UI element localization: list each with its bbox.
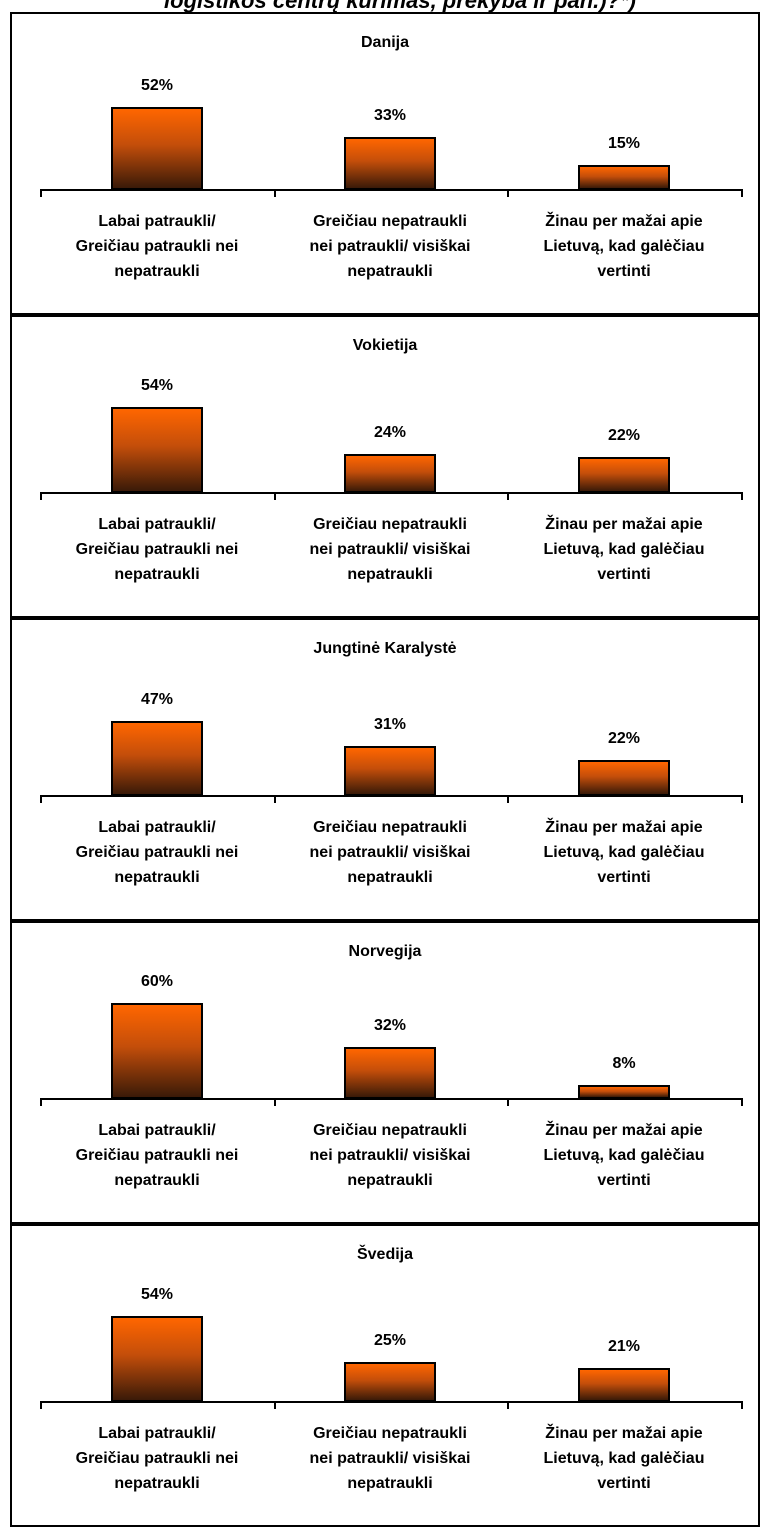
axis-tick [40,795,42,803]
x-axis [40,795,743,797]
value-label: 47% [140,690,174,708]
value-label: 15% [607,135,641,153]
bar [344,1047,436,1099]
x-axis [40,189,743,191]
axis-tick [274,1401,276,1409]
bar [344,454,436,493]
chart-title: Jungtinė Karalystė [313,640,457,657]
x-tick-label: Greičiau nepatraukli nei patraukli/ visi… [309,516,471,583]
bar [578,1367,670,1402]
x-tick-label: Labai patraukli/ Greičiau patraukli nei … [75,213,239,280]
value-label: 54% [140,376,174,394]
x-tick-label: Žinau per mažai apie Lietuvą, kad galėči… [543,1425,705,1492]
chart-panel: Jungtinė Karalystė Labai patraukli/ Greič… [10,618,760,921]
bar [344,746,436,796]
x-tick-label: Žinau per mažai apie Lietuvą, kad galėči… [543,516,705,583]
x-tick-label: Labai patraukli/ Greičiau patraukli nei … [75,516,239,583]
axis-tick [274,1098,276,1106]
x-tick-label: Labai patraukli/ Greičiau patraukli nei … [75,1425,239,1492]
value-label: 21% [607,1337,641,1355]
bar [344,136,436,190]
chart-panel: Norvegija Labai patraukli/ Greičiau patra… [10,921,760,1224]
x-tick-label: Labai patraukli/ Greičiau patraukli nei … [75,819,239,886]
axis-tick [507,1401,509,1409]
x-axis [40,1098,743,1100]
value-label: 60% [140,973,174,991]
value-label: 8% [612,1055,636,1073]
value-label: 33% [373,106,407,124]
x-axis [40,1401,743,1403]
bar [111,406,203,493]
axis-tick [40,1401,42,1409]
bar [111,1315,203,1402]
chart-title: Danija [360,34,409,51]
chart-title: Švedija [356,1246,414,1263]
value-label: 32% [373,1017,407,1035]
axis-tick [741,795,743,803]
x-tick-label: Greičiau nepatraukli nei patraukli/ visi… [309,1425,471,1492]
bar [578,457,670,493]
x-tick-label: Greičiau nepatraukli nei patraukli/ visi… [309,1122,471,1189]
axis-tick [507,492,509,500]
x-tick-label: Greičiau nepatraukli nei patraukli/ visi… [309,213,471,280]
axis-tick [507,1098,509,1106]
axis-tick [274,795,276,803]
value-label: 24% [373,424,407,442]
value-label: 22% [607,730,641,748]
bar [344,1361,436,1402]
chart-panel: Danija Labai patraukli/ Greičiau patraukl… [10,12,760,315]
bar [578,760,670,796]
axis-tick [274,492,276,500]
value-label: 52% [140,76,174,94]
chart-panel: Vokietija Labai patraukli/ Greičiau patra… [10,315,760,618]
x-axis [40,492,743,494]
bar [111,1003,203,1099]
bar [578,165,670,190]
axis-tick [741,492,743,500]
bar [111,720,203,796]
bar [578,1085,670,1099]
x-tick-label: Žinau per mažai apie Lietuvą, kad galėči… [543,213,705,280]
chart-title: Norvegija [348,943,422,960]
chart-panel: Švedija Labai patraukli/ Greičiau patrauk… [10,1224,760,1527]
value-label: 22% [607,427,641,445]
value-label: 31% [373,716,407,734]
axis-tick [507,795,509,803]
axis-tick [741,189,743,197]
value-label: 25% [373,1331,407,1349]
chart-title: Vokietija [352,337,418,354]
x-tick-label: Žinau per mažai apie Lietuvą, kad galėči… [543,1122,705,1189]
page-heading: logistikos centrų kūrimas, prekyba ir pa… [164,0,636,13]
axis-tick [741,1098,743,1106]
axis-tick [40,189,42,197]
axis-tick [40,492,42,500]
bar [111,106,203,190]
x-tick-label: Labai patraukli/ Greičiau patraukli nei … [75,1122,239,1189]
axis-tick [40,1098,42,1106]
axis-tick [274,189,276,197]
x-tick-label: Greičiau nepatraukli nei patraukli/ visi… [309,819,471,886]
axis-tick [507,189,509,197]
value-label: 54% [140,1285,174,1303]
axis-tick [741,1401,743,1409]
x-tick-label: Žinau per mažai apie Lietuvą, kad galėči… [543,819,705,886]
